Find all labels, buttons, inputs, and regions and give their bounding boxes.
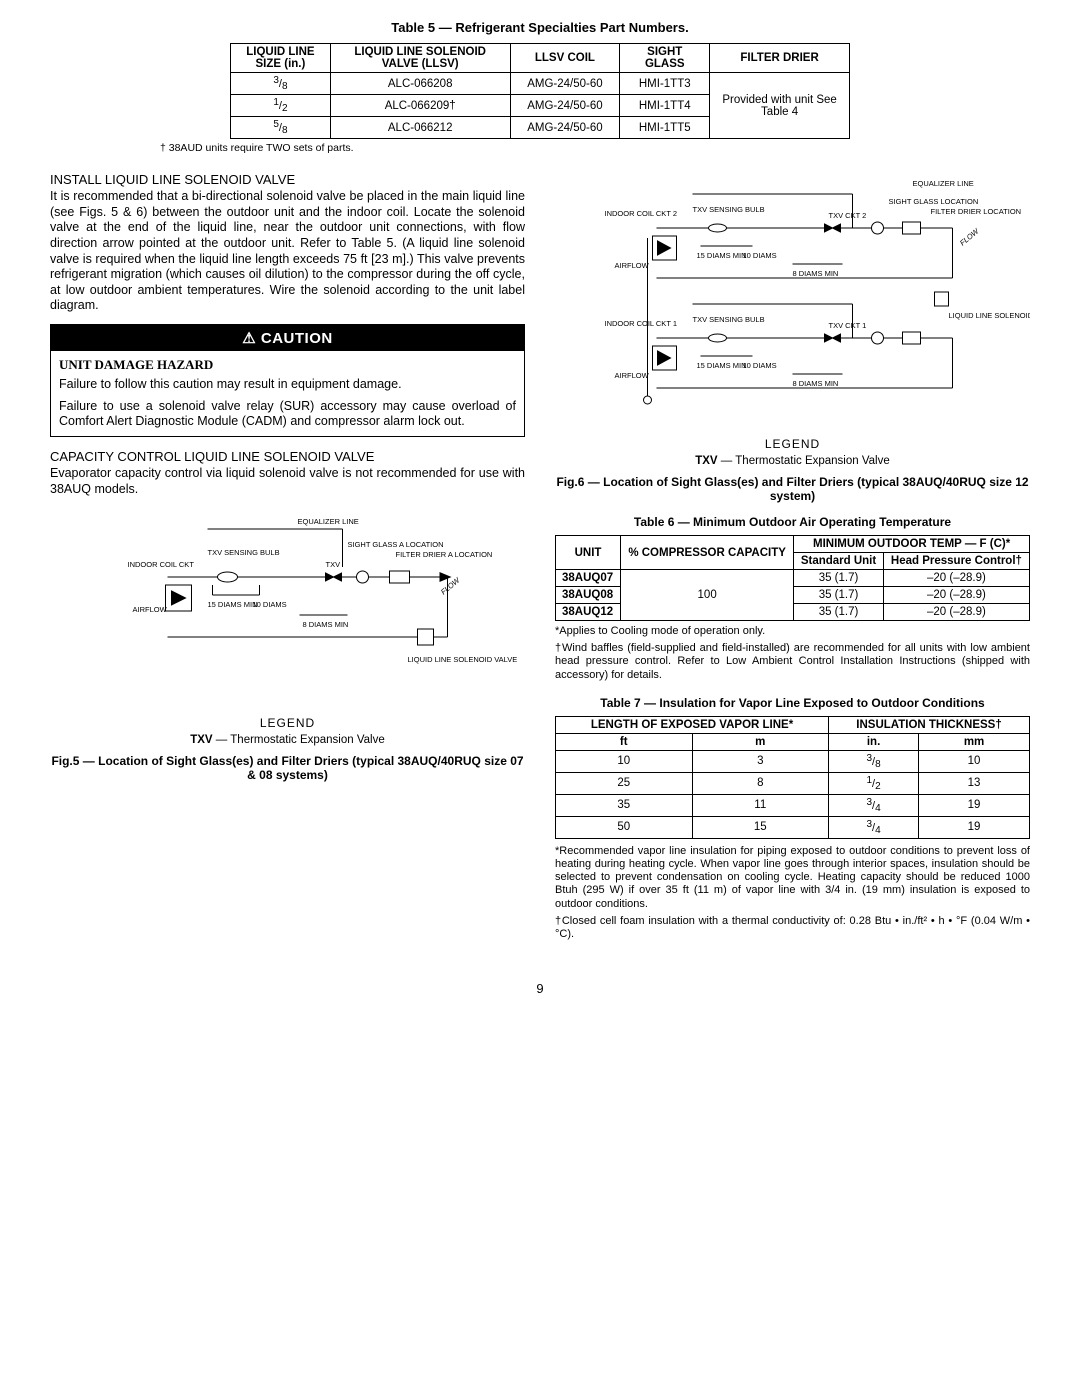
t5-h2: LLSV COIL	[510, 44, 620, 73]
svg-text:INDOOR COIL CKT 2: INDOOR COIL CKT 2	[605, 209, 678, 218]
t5-h4: FILTER DRIER	[710, 44, 850, 73]
fig6-caption: Fig.6 — Location of Sight Glass(es) and …	[555, 475, 1030, 503]
table5: LIQUID LINE SIZE (in.) LIQUID LINE SOLEN…	[230, 43, 850, 139]
capacity-heading: CAPACITY CONTROL LIQUID LINE SOLENOID VA…	[50, 449, 525, 464]
legend-title-5: LEGEND	[50, 716, 525, 730]
svg-text:EQUALIZER LINE: EQUALIZER LINE	[298, 517, 359, 526]
t7-note2: †Closed cell foam insulation with a ther…	[555, 915, 1030, 941]
legend-line-6: TXV — Thermostatic Expansion Valve	[555, 455, 1030, 467]
svg-text:8 DIAMS MIN: 8 DIAMS MIN	[793, 269, 839, 278]
table6-title: Table 6 — Minimum Outdoor Air Operating …	[555, 515, 1030, 529]
svg-text:FLOW: FLOW	[958, 226, 981, 247]
svg-text:10 DIAMS: 10 DIAMS	[253, 600, 287, 609]
svg-text:10 DIAMS: 10 DIAMS	[743, 361, 777, 370]
svg-text:TXV SENSING BULB: TXV SENSING BULB	[693, 315, 765, 324]
svg-text:AIRFLOW: AIRFLOW	[133, 605, 168, 614]
svg-text:15 DIAMS MIN: 15 DIAMS MIN	[697, 251, 747, 260]
svg-text:15 DIAMS MIN: 15 DIAMS MIN	[697, 361, 747, 370]
svg-text:SIGHT GLASS A LOCATION: SIGHT GLASS A LOCATION	[348, 540, 444, 549]
svg-text:FILTER DRIER LOCATION: FILTER DRIER LOCATION	[931, 207, 1022, 216]
svg-text:FILTER DRIER A LOCATION: FILTER DRIER A LOCATION	[396, 550, 493, 559]
fig5-diagram: EQUALIZER LINE	[50, 507, 525, 707]
table-row: 5015 3/4 19	[556, 816, 1030, 838]
table7-title: Table 7 — Insulation for Vapor Line Expo…	[555, 696, 1030, 710]
table-row: 3/8 ALC-066208 AMG-24/50-60 HMI-1TT3 Pro…	[231, 73, 850, 95]
caution-p1: Failure to follow this caution may resul…	[59, 377, 516, 393]
right-column: EQUALIZER LINE	[555, 168, 1030, 941]
fig6-diagram: EQUALIZER LINE	[555, 168, 1030, 428]
t5-h3: SIGHT GLASS	[620, 44, 710, 73]
svg-text:8 DIAMS MIN: 8 DIAMS MIN	[303, 620, 349, 629]
svg-text:TXV: TXV	[326, 560, 341, 569]
svg-text:INDOOR COIL CKT: INDOOR COIL CKT	[128, 560, 195, 569]
legend-title-6: LEGEND	[555, 437, 1030, 451]
svg-text:TXV CKT 1: TXV CKT 1	[829, 321, 867, 330]
svg-text:15 DIAMS MIN: 15 DIAMS MIN	[208, 600, 258, 609]
table-row: 103 3/8 10	[556, 750, 1030, 772]
svg-text:LIQUID LINE SOLENOID VALVE: LIQUID LINE SOLENOID VALVE	[949, 311, 1031, 320]
caution-head: UNIT DAMAGE HAZARD	[59, 357, 516, 373]
svg-text:TXV SENSING BULB: TXV SENSING BULB	[208, 548, 280, 557]
install-heading: INSTALL LIQUID LINE SOLENOID VALVE	[50, 172, 525, 187]
t6-note1: *Applies to Cooling mode of operation on…	[555, 625, 1030, 638]
caution-box: ⚠ CAUTION UNIT DAMAGE HAZARD Failure to …	[50, 324, 525, 437]
t6-note2: †Wind baffles (field-supplied and field-…	[555, 642, 1030, 682]
table-row: 38AUQ07 100 35 (1.7) –20 (–28.9)	[556, 570, 1030, 587]
svg-text:10 DIAMS: 10 DIAMS	[743, 251, 777, 260]
table-row: 3511 3/4 19	[556, 794, 1030, 816]
svg-text:INDOOR COIL CKT 1: INDOOR COIL CKT 1	[605, 319, 678, 328]
legend-line-5: TXV — Thermostatic Expansion Valve	[50, 734, 525, 746]
svg-text:8 DIAMS MIN: 8 DIAMS MIN	[793, 379, 839, 388]
t5-footnote: † 38AUD units require TWO sets of parts.	[160, 142, 1030, 154]
caution-p2: Failure to use a solenoid valve relay (S…	[59, 399, 516, 430]
svg-text:TXV CKT 2: TXV CKT 2	[829, 211, 867, 220]
install-text: It is recommended that a bi-directional …	[50, 189, 525, 314]
svg-text:SIGHT GLASS LOCATION: SIGHT GLASS LOCATION	[889, 197, 979, 206]
svg-text:TXV SENSING BULB: TXV SENSING BULB	[693, 205, 765, 214]
svg-text:EQUALIZER LINE: EQUALIZER LINE	[913, 179, 974, 188]
svg-text:AIRFLOW: AIRFLOW	[615, 371, 650, 380]
fig5-caption: Fig.5 — Location of Sight Glass(es) and …	[50, 754, 525, 782]
t5-h0: LIQUID LINE SIZE (in.)	[231, 44, 331, 73]
page-number: 9	[50, 981, 1030, 996]
table7: LENGTH OF EXPOSED VAPOR LINE* INSULATION…	[555, 716, 1030, 839]
table-row: 258 1/2 13	[556, 772, 1030, 794]
t5-h1: LIQUID LINE SOLENOID VALVE (LLSV)	[330, 44, 510, 73]
caution-bar: ⚠ CAUTION	[51, 325, 524, 351]
left-column: INSTALL LIQUID LINE SOLENOID VALVE It is…	[50, 168, 525, 941]
t7-note1: *Recommended vapor line insulation for p…	[555, 845, 1030, 911]
table5-title: Table 5 — Refrigerant Specialties Part N…	[50, 20, 1030, 35]
svg-text:AIRFLOW: AIRFLOW	[615, 261, 650, 270]
table6: UNIT % COMPRESSOR CAPACITY MINIMUM OUTDO…	[555, 535, 1030, 621]
capacity-text: Evaporator capacity control via liquid s…	[50, 466, 525, 497]
svg-text:LIQUID LINE SOLENOID VALVE: LIQUID LINE SOLENOID VALVE	[408, 655, 518, 664]
